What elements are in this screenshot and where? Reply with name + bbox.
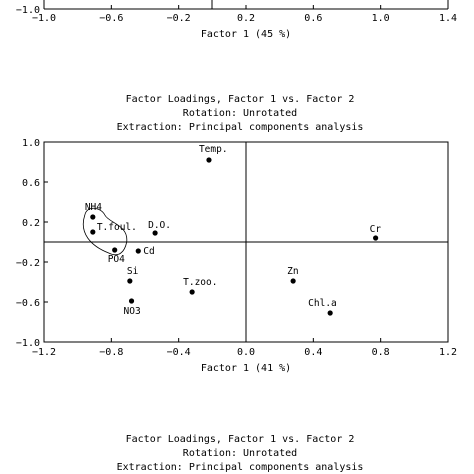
main-chart: Factor Loadings, Factor 1 vs. Factor 2 R… <box>16 94 457 374</box>
data-point <box>290 278 296 284</box>
data-point <box>189 289 195 295</box>
data-point-label: Zn <box>287 266 298 277</box>
x-tick-label: 0.0 <box>237 347 255 358</box>
x-tick-label: −0.4 <box>167 347 191 358</box>
data-point-label: Temp. <box>199 144 228 155</box>
data-point <box>112 247 118 253</box>
data-point-label: D.O. <box>148 220 171 231</box>
x-tick-label: 0.4 <box>304 347 322 358</box>
data-point <box>90 229 96 235</box>
y-axis-ticks: 1.0 0.6 0.2 −0.2 −0.6 −1.0 <box>16 138 48 349</box>
chart-title-line-1: Factor Loadings, Factor 1 vs. Factor 2 <box>126 94 355 105</box>
data-point <box>127 278 133 284</box>
top-y-tick: −1.0 <box>16 5 40 16</box>
y-tick-label: 0.6 <box>22 178 40 189</box>
bottom-title-line-3: Extraction: Principal components analysi… <box>117 462 364 473</box>
data-point-label: PO4 <box>108 254 125 265</box>
y-tick-label: −0.2 <box>16 258 40 269</box>
x-tick-label: −1.2 <box>32 347 56 358</box>
data-point <box>373 235 379 241</box>
data-point <box>90 214 96 220</box>
data-point-label: NH4 <box>85 202 102 213</box>
x-tick-label: −0.8 <box>99 347 123 358</box>
chart-title-line-3: Extraction: Principal components analysi… <box>117 122 364 133</box>
top-x-tick-label: −0.2 <box>167 13 191 24</box>
top-x-tick-label: 1.4 <box>439 13 457 24</box>
data-point-label: Cr <box>370 224 382 235</box>
y-tick-label: −1.0 <box>16 338 40 349</box>
data-point <box>128 298 135 304</box>
bottom-title-line-2: Rotation: Unrotated <box>183 448 297 459</box>
data-point-label: NO3 <box>124 306 141 317</box>
data-point <box>152 230 158 236</box>
top-chart-fragment: −1.0 −1.0 −0.6 −0.2 0.2 0.6 1.0 1.4 Factor 1 (… <box>16 0 457 40</box>
enclosed-group-outline <box>82 207 128 256</box>
y-tick-label: −0.6 <box>16 298 40 309</box>
chart-title-line-2: Rotation: Unrotated <box>183 108 297 119</box>
x-axis-ticks: −1.2 −0.8 −0.4 0.0 0.4 0.8 1.2 <box>32 338 457 358</box>
top-x-tick-label: 1.0 <box>372 13 390 24</box>
x-tick-label: 1.2 <box>439 347 457 358</box>
data-point <box>327 310 333 316</box>
top-x-tick-label: 0.2 <box>237 13 255 24</box>
y-tick-label: 1.0 <box>22 138 40 149</box>
x-axis-label: Factor 1 (41 %) <box>201 363 291 374</box>
data-point <box>135 248 141 254</box>
data-point-label: T.foul. <box>97 222 137 233</box>
top-x-axis-label: Factor 1 (45 %) <box>201 29 291 40</box>
data-point <box>206 157 212 163</box>
data-point-label: T.zoo. <box>183 277 217 288</box>
bottom-chart-fragment: Factor Loadings, Factor 1 vs. Factor 2 R… <box>117 434 364 473</box>
x-tick-label: 0.8 <box>372 347 390 358</box>
data-point-label: Si <box>127 266 139 277</box>
y-tick-label: 0.2 <box>22 218 40 229</box>
top-x-tick-label: −1.0 <box>32 13 56 24</box>
data-point-label: Cd <box>143 246 154 257</box>
top-x-tick-label: −0.6 <box>99 13 123 24</box>
top-x-ticks: −1.0 −0.6 −0.2 0.2 0.6 1.0 1.4 <box>32 5 457 24</box>
data-point-label: Chl.a <box>308 298 337 309</box>
data-points: Temp. NH4 T.foul. D.O. PO4 Cd Cr Si Zn T.zoo. NO3 C… <box>85 144 382 317</box>
top-x-tick-label: 0.6 <box>304 13 322 24</box>
bottom-title-line-1: Factor Loadings, Factor 1 vs. Factor 2 <box>126 434 355 445</box>
